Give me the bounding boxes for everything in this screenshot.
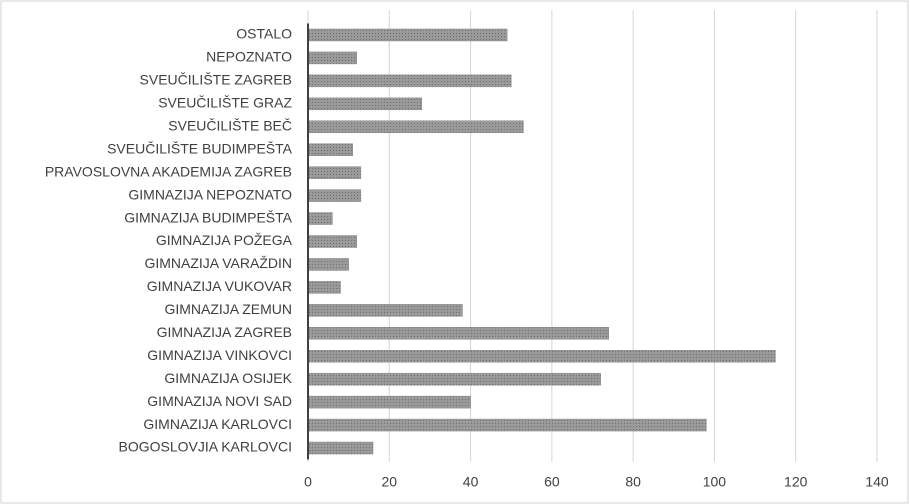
x-tick-label: 0 — [304, 474, 312, 490]
y-tick-label: PRAVOSLOVNA AKADEMIJA ZAGREB — [45, 163, 292, 179]
y-tick-label: SVEUČILIŠTE GRAZ — [158, 95, 292, 111]
y-tick-label: NEPOZNATO — [206, 49, 292, 65]
x-tick-label: 40 — [463, 474, 479, 490]
x-tick-label: 20 — [381, 474, 397, 490]
y-tick-label: GIMNAZIJA POŽEGA — [156, 232, 293, 248]
y-tick-label: GIMNAZIJA NOVI SAD — [147, 393, 292, 409]
bar — [307, 304, 463, 317]
bar — [307, 258, 349, 271]
y-tick-label: GIMNAZIJA NEPOZNATO — [128, 186, 292, 202]
bar — [307, 212, 333, 225]
bar — [307, 97, 423, 111]
y-tick-label: SVEUČILIŠTE BEČ — [168, 117, 292, 133]
bar — [307, 51, 358, 65]
x-tick-label: 100 — [703, 474, 727, 490]
y-tick-label: BOGOSLOVJIA KARLOVCI — [118, 439, 292, 455]
x-tick-label: 140 — [865, 474, 889, 490]
y-tick-label: OSTALO — [236, 26, 292, 42]
y-tick-label: SVEUČILIŠTE ZAGREB — [140, 72, 292, 88]
bar — [307, 349, 776, 363]
y-tick-label: GIMNAZIJA OSIJEK — [164, 370, 292, 386]
bar — [307, 281, 341, 294]
y-tick-label: GIMNAZIJA VUKOVAR — [147, 278, 292, 294]
bar — [307, 441, 374, 455]
bar — [307, 327, 610, 340]
bar — [307, 120, 524, 134]
bar — [307, 395, 471, 409]
y-tick-label: GIMNAZIJA ZAGREB — [157, 324, 292, 340]
bar — [307, 74, 512, 88]
y-tick-label: GIMNAZIJA ZEMUN — [164, 301, 292, 317]
bar — [307, 189, 362, 202]
bar — [307, 28, 508, 42]
y-tick-label: GIMNAZIJA VARAŽDIN — [144, 255, 292, 271]
x-tick-label: 120 — [784, 474, 808, 490]
bar — [307, 143, 353, 156]
x-tick-label: 80 — [625, 474, 641, 490]
y-tick-label: GIMNAZIJA VINKOVCI — [147, 347, 292, 363]
bar — [307, 235, 358, 248]
bar — [307, 372, 601, 386]
y-tick-label: GIMNAZIJA KARLOVCI — [143, 416, 292, 432]
bar — [307, 166, 362, 179]
y-tick-label: SVEUČILIŠTE BUDIMPEŠTA — [107, 140, 293, 156]
y-tick-label: GIMNAZIJA BUDIMPEŠTA — [124, 209, 292, 225]
x-tick-label: 60 — [544, 474, 560, 490]
bar — [307, 418, 707, 432]
